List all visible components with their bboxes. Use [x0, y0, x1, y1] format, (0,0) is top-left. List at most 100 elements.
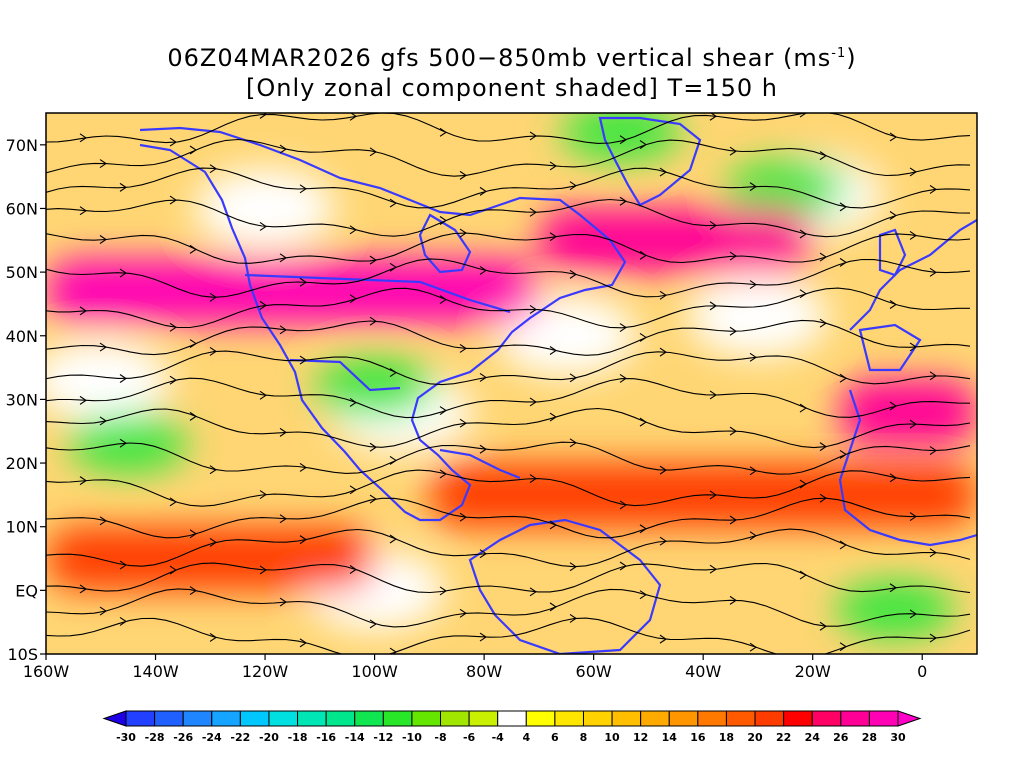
us-canada-border [244, 273, 511, 314]
colorbar-swatch [211, 710, 241, 727]
streamline-arrow [729, 595, 737, 605]
streamline-arrow [569, 373, 577, 383]
field-negative-patch [314, 356, 435, 417]
streamline-arrow [799, 289, 807, 299]
streamline-arrow [889, 211, 897, 220]
colorbar: -30 -28 -26 -24 -22 -20 -18 -16 -14 -12 -10 -8 -6 -4 4… [102, 710, 922, 744]
streamline-arrow [889, 583, 897, 593]
x-tick-label: 80W [466, 662, 502, 681]
axis-ticks: 160W 140W 120W 100W 80W 60W 40W 20W 0 10S EQ 10N 20N… [6, 136, 928, 681]
streamline-arrow [709, 301, 717, 311]
streamline-arrow [659, 634, 667, 644]
colorbar-swatch [268, 710, 299, 727]
colorbar-swatch [811, 710, 842, 727]
streamline-arrow [279, 427, 287, 437]
colorbar-label: 22 [776, 731, 791, 744]
coastline-iberia [858, 323, 922, 372]
streamline-arrow [569, 181, 577, 191]
streamline-arrow [349, 565, 357, 574]
streamline-arrow [909, 512, 917, 521]
streamline-arrow [529, 587, 537, 597]
streamline [46, 287, 970, 329]
streamline-arrow [819, 151, 827, 161]
colorbar-label: 12 [633, 731, 648, 744]
streamline-arrow [369, 442, 377, 452]
x-tick-label: 60W [576, 662, 612, 681]
streamline-arrow [169, 497, 177, 507]
streamline-arrow [549, 161, 557, 171]
streamline-arrow [459, 608, 467, 618]
streamline-arrow [189, 145, 197, 155]
streamline-arrow [479, 549, 487, 559]
field-band [46, 259, 539, 324]
streamline [46, 319, 971, 356]
streamline-arrow [369, 255, 377, 265]
streamline-arrow [909, 342, 917, 352]
x-tick-label: 140W [132, 662, 179, 681]
streamline-arrow [169, 195, 177, 205]
streamline-arrow [619, 135, 627, 145]
streamline-arrow [839, 642, 847, 652]
streamline-arrow [389, 534, 397, 544]
streamline-arrow [259, 113, 267, 119]
streamline-arrow [279, 253, 287, 263]
streamline-arrow [749, 642, 757, 652]
streamline-arrow [279, 144, 287, 154]
streamline [46, 198, 971, 238]
streamline-arrow [819, 252, 827, 262]
streamline-arrow [189, 339, 197, 349]
chart-title-line2: [Only zonal component shaded] T=150 h [246, 74, 778, 102]
streamline-arrow [889, 401, 897, 411]
streamline-arrow [479, 444, 487, 454]
colorbar-label: 20 [747, 731, 763, 744]
streamline-arrow [709, 220, 717, 230]
colorbar-label: -28 [145, 731, 165, 744]
streamline-arrow [659, 347, 667, 357]
colorbar-label: -10 [402, 731, 422, 744]
colorbar-swatch [725, 710, 756, 727]
field-negative-patch [725, 159, 846, 220]
streamline-arrow [169, 137, 177, 147]
streamline-arrow [259, 490, 267, 499]
streamline-arrow [839, 540, 847, 550]
coastline-cuba [439, 448, 521, 480]
streamline-arrow [929, 184, 937, 194]
field-negative-patch [68, 413, 189, 474]
colorbar-swatch [582, 710, 613, 727]
streamline-arrow [299, 535, 307, 545]
streamline-arrow [439, 406, 447, 415]
streamline [46, 588, 971, 628]
streamline-arrow [439, 586, 447, 596]
streamline-arrow [389, 198, 397, 208]
streamline [46, 441, 971, 475]
streamline-arrow [479, 373, 487, 382]
colorbar-label: 18 [719, 731, 734, 744]
colorbar-swatch [554, 710, 584, 727]
streamline-arrow [119, 616, 127, 626]
x-tick-label: 100W [351, 662, 398, 681]
streamline-arrow [189, 529, 197, 539]
streamline-arrow [169, 322, 177, 332]
streamline-arrow [529, 397, 537, 407]
streamline-arrow [369, 147, 377, 157]
streamline [46, 113, 971, 144]
streamline [46, 617, 971, 654]
field-band [840, 380, 977, 445]
streamline-arrow [729, 251, 737, 261]
colorbar-swatch [297, 710, 327, 727]
colorbar-swatch [668, 710, 699, 727]
streamline-arrow [189, 244, 197, 254]
streamline-arrow [99, 416, 107, 426]
streamline-arrow [929, 267, 937, 277]
streamline-arrow [639, 417, 647, 427]
streamline-arrow [569, 438, 577, 448]
streamline-arrow [459, 228, 467, 238]
streamline-arrow [799, 570, 807, 580]
field-low-shear-patch [46, 340, 171, 421]
field-band [46, 526, 375, 591]
streamline-arrow [349, 294, 357, 304]
streamline-arrow [299, 184, 307, 194]
y-tick-label: 20N [6, 454, 38, 473]
streamline-arrow [79, 476, 87, 486]
